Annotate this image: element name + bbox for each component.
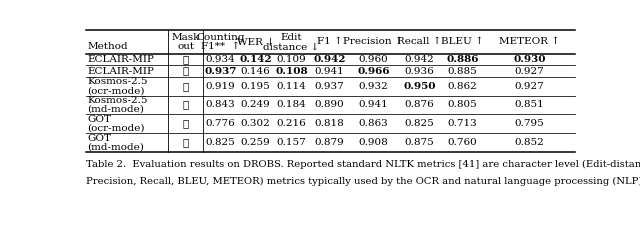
Text: 0.930: 0.930 xyxy=(513,55,546,64)
Text: 0.851: 0.851 xyxy=(515,101,545,109)
Text: 0.776: 0.776 xyxy=(205,119,236,128)
Text: Kosmos-2.5: Kosmos-2.5 xyxy=(88,77,148,87)
Text: 0.934: 0.934 xyxy=(205,55,236,64)
Text: 0.885: 0.885 xyxy=(448,67,477,76)
Text: (ocr-mode): (ocr-mode) xyxy=(88,86,145,95)
Text: 0.960: 0.960 xyxy=(358,55,388,64)
Text: 0.713: 0.713 xyxy=(448,119,477,128)
Text: 0.195: 0.195 xyxy=(241,82,271,91)
Text: 0.146: 0.146 xyxy=(241,67,271,76)
Text: F1 ↑: F1 ↑ xyxy=(317,37,342,46)
Text: ✓: ✓ xyxy=(182,67,189,76)
Text: ✓: ✓ xyxy=(182,82,189,91)
Text: Method: Method xyxy=(88,42,128,52)
Text: distance ↓: distance ↓ xyxy=(264,42,319,52)
Text: ✓: ✓ xyxy=(182,138,189,147)
Text: 0.109: 0.109 xyxy=(276,55,307,64)
Text: 0.927: 0.927 xyxy=(515,67,545,76)
Text: 0.818: 0.818 xyxy=(315,119,344,128)
Text: 0.942: 0.942 xyxy=(404,55,434,64)
Text: 0.950: 0.950 xyxy=(403,82,435,91)
Text: 0.249: 0.249 xyxy=(241,101,271,109)
Text: ÉCLAIR-MIP: ÉCLAIR-MIP xyxy=(88,67,154,76)
Text: 0.908: 0.908 xyxy=(358,138,388,147)
Text: out: out xyxy=(177,42,194,52)
Text: 0.216: 0.216 xyxy=(276,119,307,128)
Text: 0.890: 0.890 xyxy=(315,101,344,109)
Text: ✓: ✓ xyxy=(182,101,189,109)
Text: 0.157: 0.157 xyxy=(276,138,307,147)
Text: ✓: ✓ xyxy=(182,119,189,128)
Text: Mask: Mask xyxy=(172,33,200,42)
Text: F1**  ↑: F1** ↑ xyxy=(201,42,240,52)
Text: 0.760: 0.760 xyxy=(448,138,477,147)
Text: 0.302: 0.302 xyxy=(241,119,271,128)
Text: GOT: GOT xyxy=(88,134,111,143)
Text: 0.927: 0.927 xyxy=(515,82,545,91)
Text: 0.941: 0.941 xyxy=(358,101,388,109)
Text: 0.108: 0.108 xyxy=(275,67,308,76)
Text: 0.966: 0.966 xyxy=(357,67,390,76)
Text: BLEU ↑: BLEU ↑ xyxy=(442,37,484,46)
Text: Kosmos-2.5: Kosmos-2.5 xyxy=(88,96,148,105)
Text: 0.825: 0.825 xyxy=(205,138,236,147)
Text: 0.795: 0.795 xyxy=(515,119,545,128)
Text: 0.805: 0.805 xyxy=(448,101,477,109)
Text: 0.919: 0.919 xyxy=(205,82,236,91)
Text: ÉCLAIR-MIP: ÉCLAIR-MIP xyxy=(88,55,154,64)
Text: Precision, Recall, BLEU, METEOR) metrics typically used by the OCR and natural l: Precision, Recall, BLEU, METEOR) metrics… xyxy=(86,177,640,185)
Text: 0.879: 0.879 xyxy=(315,138,344,147)
Text: 0.843: 0.843 xyxy=(205,101,236,109)
Text: 0.184: 0.184 xyxy=(276,101,307,109)
Text: 0.259: 0.259 xyxy=(241,138,271,147)
Text: 0.937: 0.937 xyxy=(315,82,344,91)
Text: Recall ↑: Recall ↑ xyxy=(397,37,442,46)
Text: METEOR ↑: METEOR ↑ xyxy=(499,37,560,46)
Text: 0.932: 0.932 xyxy=(358,82,388,91)
Text: Table 2.  Evaluation results on DROBS. Reported standard NLTK metrics [41] are c: Table 2. Evaluation results on DROBS. Re… xyxy=(86,160,640,169)
Text: (md-mode): (md-mode) xyxy=(88,142,144,151)
Text: Table 2.  Evaluation results on DROBS. Reported standard NLTK metrics [41] are c: Table 2. Evaluation results on DROBS. Re… xyxy=(86,160,640,169)
Text: 0.852: 0.852 xyxy=(515,138,545,147)
Text: 0.876: 0.876 xyxy=(404,101,434,109)
Text: 0.936: 0.936 xyxy=(404,67,434,76)
Text: Edit: Edit xyxy=(281,33,302,42)
Text: 0.941: 0.941 xyxy=(315,67,344,76)
Text: 0.937: 0.937 xyxy=(204,67,237,76)
Text: 0.142: 0.142 xyxy=(239,55,272,64)
Text: 0.862: 0.862 xyxy=(448,82,477,91)
Text: 0.114: 0.114 xyxy=(276,82,307,91)
Text: 0.863: 0.863 xyxy=(358,119,388,128)
Text: 0.875: 0.875 xyxy=(404,138,434,147)
Text: GOT: GOT xyxy=(88,115,111,124)
Text: WER ↓: WER ↓ xyxy=(237,37,275,46)
Text: Precision ↑: Precision ↑ xyxy=(343,37,404,46)
Text: 0.825: 0.825 xyxy=(404,119,434,128)
Text: Counting: Counting xyxy=(196,33,244,42)
Text: (ocr-mode): (ocr-mode) xyxy=(88,123,145,133)
Text: 0.886: 0.886 xyxy=(447,55,479,64)
Text: ✗: ✗ xyxy=(182,55,189,64)
Text: (md-mode): (md-mode) xyxy=(88,105,144,114)
Text: 0.942: 0.942 xyxy=(313,55,346,64)
